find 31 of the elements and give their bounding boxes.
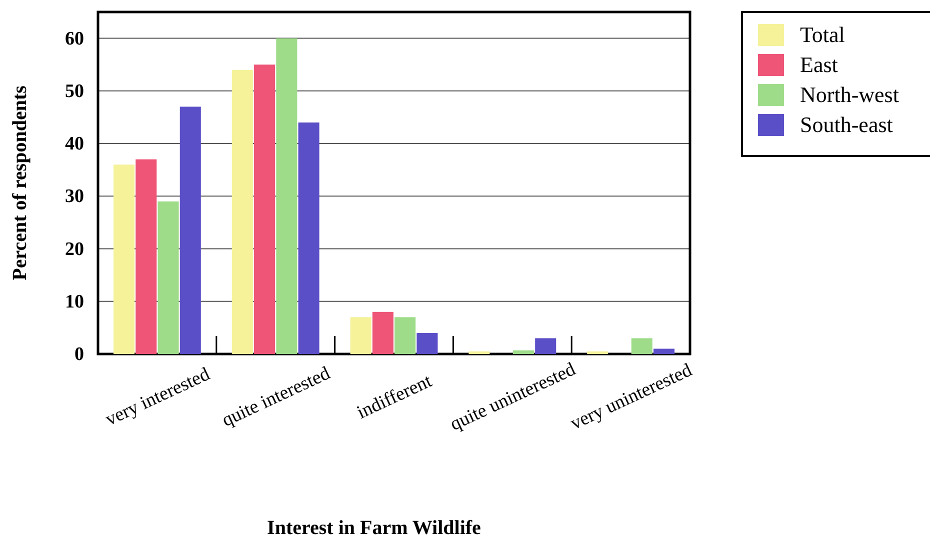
bar [587, 351, 608, 354]
legend-label: North-west [800, 82, 899, 107]
y-tick-label: 10 [65, 291, 84, 312]
bar [468, 351, 490, 354]
bar [350, 317, 372, 354]
bar [653, 348, 675, 354]
bar [631, 338, 652, 354]
bar [232, 70, 253, 354]
bar [512, 350, 534, 354]
legend-label: East [800, 52, 838, 77]
legend-label: South-east [800, 112, 893, 137]
bar [416, 332, 438, 354]
x-axis-title: Interest in Farm Wildlife [267, 517, 482, 539]
y-tick-label: 0 [74, 344, 84, 366]
bar [394, 317, 416, 354]
y-tick-label: 50 [65, 81, 84, 102]
y-tick-label: 40 [65, 134, 84, 155]
y-axis-title: Percent of respondents [9, 85, 31, 280]
y-tick-label: 20 [65, 238, 84, 260]
bar [372, 312, 394, 354]
bar [298, 122, 320, 354]
bar [535, 338, 556, 354]
bar [180, 106, 201, 354]
bar [113, 164, 135, 354]
legend-label: Total [800, 22, 845, 47]
bar [254, 64, 276, 354]
y-tick-label: 30 [65, 186, 84, 208]
bar [158, 201, 179, 354]
y-tick-label: 60 [65, 28, 84, 50]
bar [276, 38, 298, 354]
bar [136, 159, 157, 354]
